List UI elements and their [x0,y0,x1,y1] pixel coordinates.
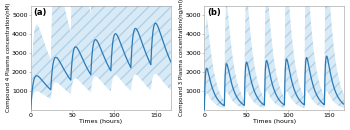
Y-axis label: Compound 4 Plasma concentration(nM): Compound 4 Plasma concentration(nM) [6,3,10,112]
Text: (b): (b) [207,8,221,17]
Text: (a): (a) [34,8,47,17]
Y-axis label: Compound 3 Plasma concentration(ng/ml): Compound 3 Plasma concentration(ng/ml) [179,0,184,116]
X-axis label: Times (hours): Times (hours) [79,119,122,124]
X-axis label: Times (hours): Times (hours) [253,119,296,124]
